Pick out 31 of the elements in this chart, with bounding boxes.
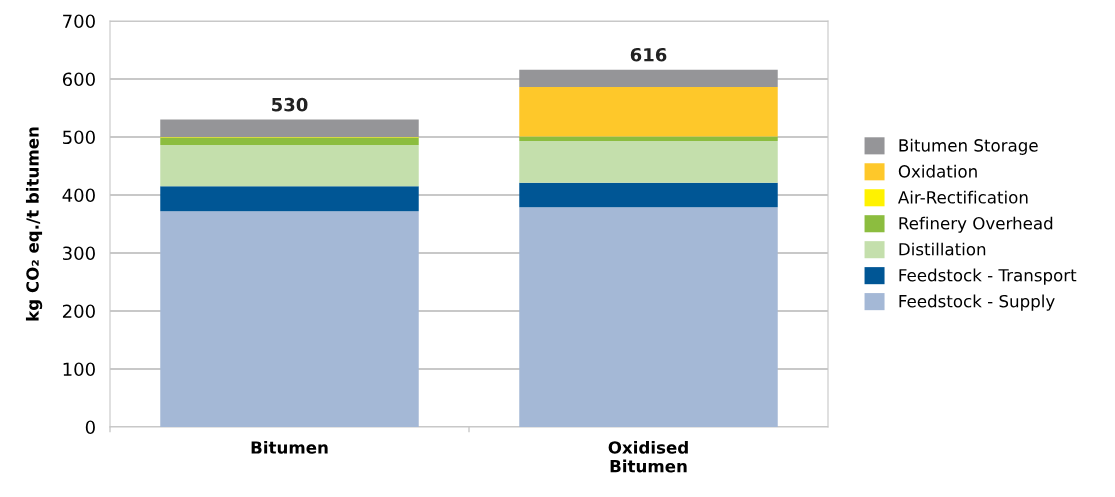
y-axis-title: kg CO₂ eq./t bitumen <box>25 127 43 321</box>
bar <box>519 69 778 88</box>
y-tick-label: 0 <box>85 420 95 435</box>
y-tick-label: 100 <box>63 362 95 377</box>
legend-label: Refinery Overhead <box>899 216 1053 233</box>
legend-label: Feedstock - Supply <box>899 294 1055 311</box>
bar <box>519 87 778 137</box>
legend-label: Air-Rectification <box>898 190 1028 204</box>
bar <box>160 145 419 187</box>
bar <box>160 119 419 137</box>
legend-label: Feedstock - Transport <box>899 268 1077 285</box>
y-tick-label: 500 <box>63 130 95 145</box>
bar <box>519 182 778 208</box>
legend-label: Oxidation <box>898 164 977 178</box>
y-tick-label: 200 <box>62 304 95 319</box>
total-label: 616 <box>630 47 667 62</box>
y-tick-label: 300 <box>63 246 95 261</box>
bar <box>160 211 419 427</box>
x-tick-label: Bitumen <box>251 440 328 454</box>
bar <box>519 141 778 183</box>
bar <box>519 207 778 427</box>
y-tick-label: 400 <box>62 188 95 203</box>
bar <box>160 137 419 146</box>
total-label: 530 <box>272 97 308 112</box>
y-tick-label: 700 <box>63 14 95 29</box>
bar <box>160 186 419 212</box>
legend-label: Distillation <box>899 242 986 256</box>
x-tick-label: Oxidised Bitumen <box>608 440 688 473</box>
y-tick-label: 600 <box>62 72 95 87</box>
legend-label: Bitumen Storage <box>899 138 1038 155</box>
bar <box>519 136 778 142</box>
